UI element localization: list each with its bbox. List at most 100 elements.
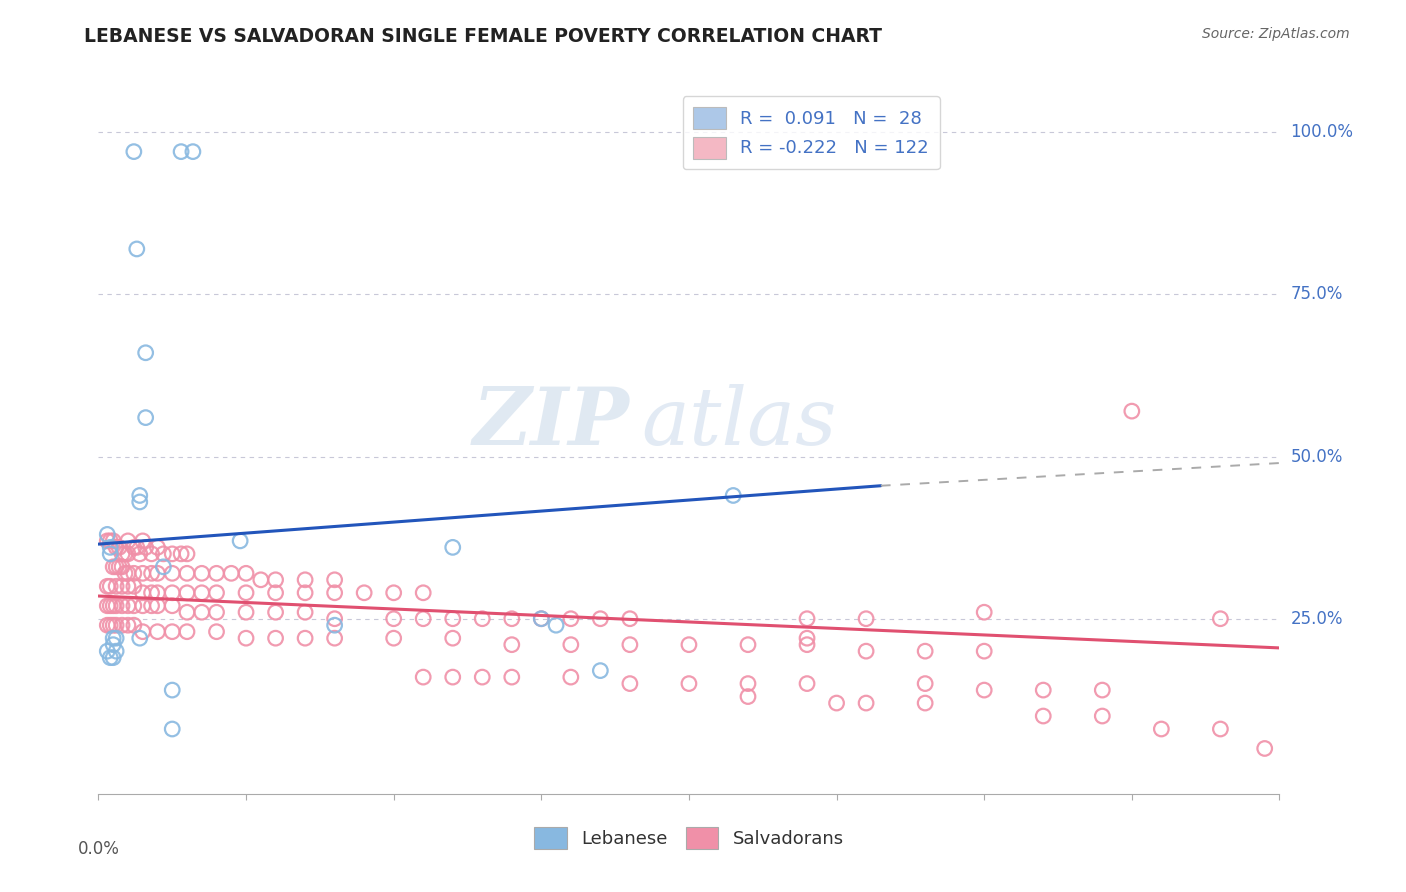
- Point: [128, 495, 150, 509]
- Point: [122, 618, 145, 632]
- Point: [205, 624, 228, 639]
- Point: [914, 676, 936, 690]
- Point: [146, 586, 169, 600]
- Point: [98, 618, 121, 632]
- Point: [264, 586, 287, 600]
- Point: [353, 586, 375, 600]
- Point: [128, 547, 150, 561]
- Point: [105, 631, 128, 645]
- Point: [146, 566, 169, 581]
- Point: [117, 599, 139, 613]
- Point: [205, 566, 228, 581]
- Point: [125, 242, 148, 256]
- Point: [619, 612, 641, 626]
- Point: [125, 541, 148, 555]
- Point: [146, 624, 169, 639]
- Point: [229, 533, 252, 548]
- Point: [135, 410, 157, 425]
- Text: 25.0%: 25.0%: [1291, 610, 1343, 628]
- Point: [122, 566, 145, 581]
- Point: [152, 559, 174, 574]
- Point: [98, 599, 121, 613]
- Point: [191, 586, 214, 600]
- Point: [589, 664, 612, 678]
- Text: LEBANESE VS SALVADORAN SINGLE FEMALE POVERTY CORRELATION CHART: LEBANESE VS SALVADORAN SINGLE FEMALE POV…: [84, 27, 883, 45]
- Point: [973, 644, 995, 658]
- Point: [471, 670, 494, 684]
- Point: [501, 612, 523, 626]
- Point: [132, 566, 155, 581]
- Point: [103, 599, 125, 613]
- Point: [294, 605, 316, 619]
- Point: [117, 547, 139, 561]
- Point: [855, 696, 877, 710]
- Point: [162, 547, 183, 561]
- Point: [264, 573, 287, 587]
- Text: 75.0%: 75.0%: [1291, 285, 1343, 303]
- Point: [737, 638, 759, 652]
- Point: [235, 566, 257, 581]
- Point: [122, 145, 145, 159]
- Point: [98, 533, 121, 548]
- Point: [294, 631, 316, 645]
- Point: [294, 573, 316, 587]
- Point: [796, 631, 818, 645]
- Point: [441, 612, 464, 626]
- Point: [103, 650, 125, 665]
- Point: [973, 683, 995, 698]
- Point: [111, 618, 134, 632]
- Point: [796, 612, 818, 626]
- Point: [1209, 722, 1232, 736]
- Point: [264, 605, 287, 619]
- Point: [122, 541, 145, 555]
- Point: [105, 541, 128, 555]
- Point: [162, 722, 183, 736]
- Point: [128, 631, 150, 645]
- Point: [323, 631, 346, 645]
- Point: [441, 541, 464, 555]
- Point: [530, 612, 553, 626]
- Point: [117, 566, 139, 581]
- Text: 100.0%: 100.0%: [1291, 123, 1354, 141]
- Point: [117, 618, 139, 632]
- Point: [135, 345, 157, 359]
- Point: [105, 644, 128, 658]
- Point: [294, 586, 316, 600]
- Point: [530, 612, 553, 626]
- Point: [162, 566, 183, 581]
- Point: [191, 566, 214, 581]
- Point: [737, 676, 759, 690]
- Point: [96, 533, 118, 548]
- Point: [108, 541, 131, 555]
- Point: [117, 579, 139, 593]
- Point: [103, 559, 125, 574]
- Point: [1121, 404, 1143, 418]
- Point: [162, 586, 183, 600]
- Point: [412, 670, 434, 684]
- Point: [108, 559, 131, 574]
- Point: [855, 612, 877, 626]
- Point: [737, 690, 759, 704]
- Point: [98, 547, 121, 561]
- Point: [96, 618, 118, 632]
- Point: [471, 612, 494, 626]
- Point: [855, 644, 877, 658]
- Point: [105, 618, 128, 632]
- Point: [382, 586, 405, 600]
- Point: [205, 605, 228, 619]
- Point: [546, 618, 568, 632]
- Point: [176, 547, 198, 561]
- Point: [264, 631, 287, 645]
- Point: [111, 579, 134, 593]
- Point: [235, 605, 257, 619]
- Point: [441, 631, 464, 645]
- Legend: Lebanese, Salvadorans: Lebanese, Salvadorans: [527, 820, 851, 856]
- Point: [170, 547, 193, 561]
- Point: [135, 541, 157, 555]
- Point: [105, 559, 128, 574]
- Point: [96, 579, 118, 593]
- Point: [96, 644, 118, 658]
- Point: [181, 145, 204, 159]
- Point: [98, 650, 121, 665]
- Point: [560, 638, 582, 652]
